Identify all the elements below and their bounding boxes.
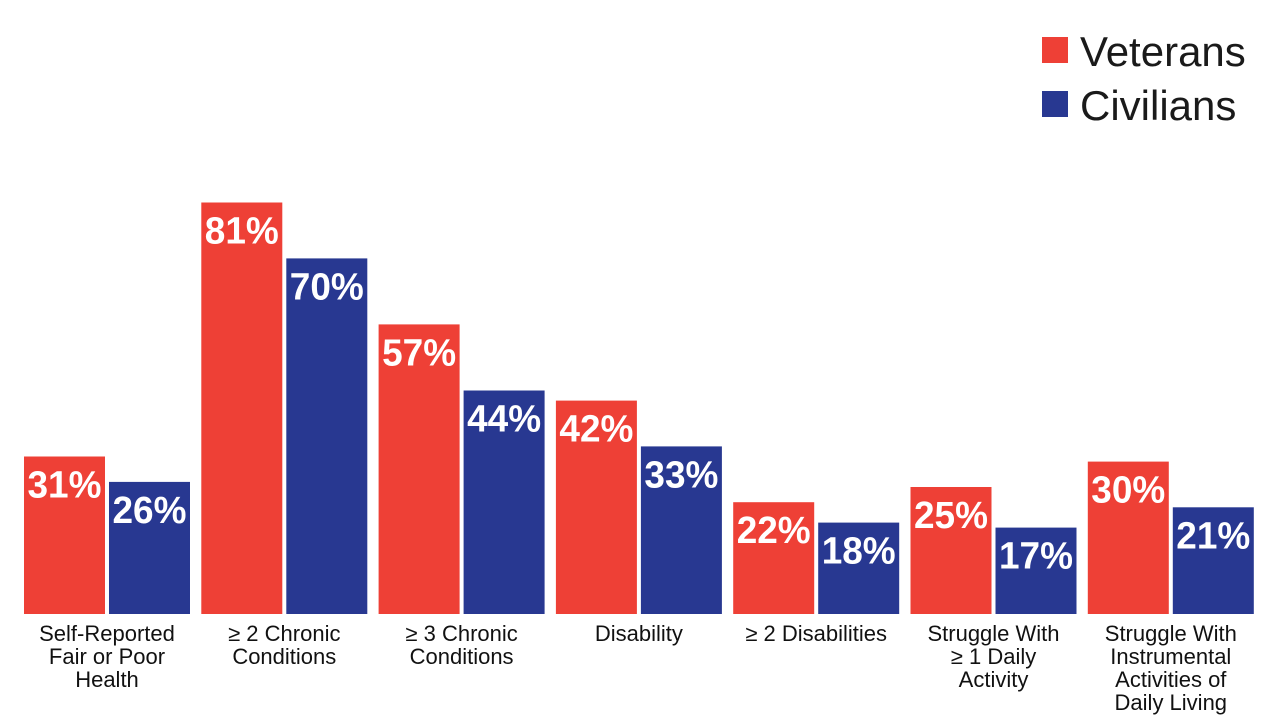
data-label-veterans-6: 30% <box>1091 470 1165 512</box>
legend-label-veterans: Veterans <box>1080 28 1246 75</box>
bars-group <box>24 202 1254 614</box>
data-label-veterans-3: 42% <box>559 409 633 451</box>
data-label-civilians-2: 44% <box>467 399 541 441</box>
data-label-civilians-6: 21% <box>1176 515 1250 557</box>
bar-civilians-6 <box>1172 507 1254 614</box>
bar-veterans-0 <box>24 456 105 614</box>
bar-veterans-1 <box>201 202 283 614</box>
category-label-1: ≥ 2 Chronic Conditions <box>228 621 340 669</box>
category-label-2: ≥ 3 Chronic Conditions <box>405 621 517 669</box>
bar-civilians-1 <box>286 258 368 614</box>
data-label-civilians-5: 17% <box>999 536 1073 578</box>
category-label-6: Struggle With Instrumental Activities of Da… <box>1105 621 1237 715</box>
bar-civilians-4 <box>818 522 900 614</box>
data-label-veterans-5: 25% <box>914 495 988 537</box>
legend-label-civilians: Civilians <box>1080 82 1236 129</box>
bar-civilians-0 <box>109 481 190 614</box>
category-label-0: Self-Reported Fair or Poor Health <box>39 621 175 692</box>
bar-civilians-2 <box>463 390 545 614</box>
legend: Veterans Civilians <box>1042 28 1246 129</box>
bar-civilians-5 <box>995 527 1077 614</box>
category-label-3: Disability <box>595 621 683 646</box>
data-label-civilians-1: 70% <box>290 266 364 308</box>
data-label-veterans-4: 22% <box>737 510 811 552</box>
legend-swatch-civilians <box>1042 91 1068 117</box>
data-label-veterans-1: 81% <box>205 211 279 253</box>
bar-veterans-2 <box>378 324 460 614</box>
legend-swatch-veterans <box>1042 37 1068 63</box>
bar-civilians-3 <box>640 446 722 614</box>
data-label-civilians-4: 18% <box>822 531 896 573</box>
bar-veterans-6 <box>1087 461 1169 614</box>
data-label-veterans-0: 31% <box>28 465 102 507</box>
category-label-4: ≥ 2 Disabilities <box>745 621 887 646</box>
bar-veterans-5 <box>910 487 992 614</box>
data-label-veterans-2: 57% <box>382 332 456 374</box>
category-label-5: Struggle With ≥ 1 Daily Activity <box>927 621 1059 692</box>
bar-veterans-3 <box>555 400 637 614</box>
bar-veterans-4 <box>733 502 815 614</box>
data-label-civilians-3: 33% <box>644 454 718 496</box>
data-label-civilians-0: 26% <box>113 490 187 532</box>
bar-labels-group: 31% 26% 81% 70% 57% 44% 42% 33% 22% 18% 25% 17% 30% 2… <box>28 211 1251 578</box>
category-labels-group: Self-Reported Fair or Poor Health ≥ 2 Chron… <box>39 621 1237 715</box>
